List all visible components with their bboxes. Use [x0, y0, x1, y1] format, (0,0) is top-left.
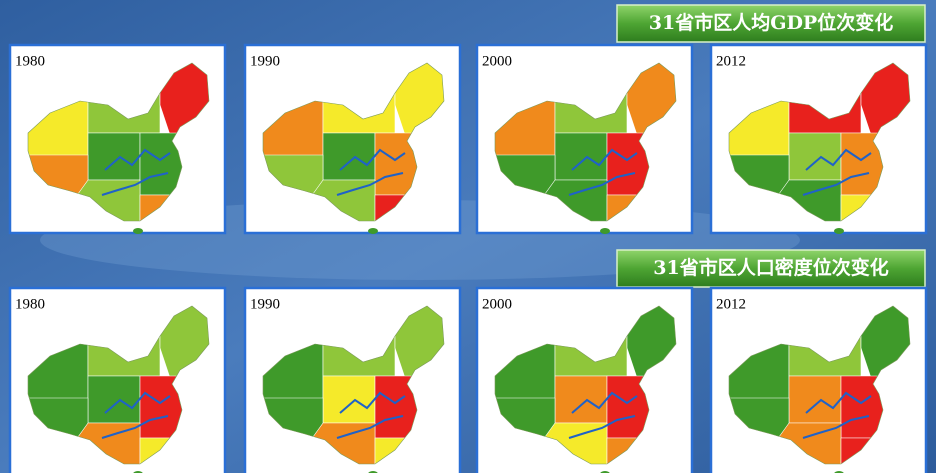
- map-panel: 2000: [475, 286, 694, 473]
- river: [805, 391, 872, 414]
- river: [568, 172, 636, 196]
- year-label: 1980: [15, 296, 45, 312]
- year-label: 2012: [716, 53, 746, 69]
- year-label: 2000: [482, 53, 512, 69]
- river: [805, 148, 872, 171]
- section-title: 31省市区人口密度位次变化: [653, 256, 888, 279]
- river: [336, 415, 404, 439]
- density-section: 31省市区人口密度位次变化 1980 1990 2000 2012: [8, 249, 928, 473]
- province-region: [87, 132, 141, 181]
- river: [802, 415, 870, 439]
- map-panel: 1990: [243, 286, 462, 473]
- gdp-section: 31省市区人均GDP位次变化 1980 1990 2000 2012: [8, 4, 928, 235]
- island: [600, 228, 610, 234]
- river: [336, 172, 404, 196]
- map-panel: 2000: [475, 43, 694, 235]
- year-label: 1980: [15, 53, 45, 69]
- map-outline: [494, 62, 677, 222]
- year-label: 1990: [250, 53, 280, 69]
- river: [571, 148, 638, 171]
- river: [101, 415, 169, 439]
- year-label: 1990: [250, 296, 280, 312]
- province-region: [554, 132, 608, 181]
- map-outline: [728, 62, 911, 222]
- island: [133, 228, 143, 234]
- river: [104, 391, 171, 414]
- province-region: [788, 132, 842, 181]
- river: [802, 172, 870, 196]
- river: [339, 148, 406, 171]
- province-region: [87, 375, 141, 424]
- island: [368, 228, 378, 234]
- map-panel: 1990: [243, 43, 462, 235]
- map-outline: [262, 62, 445, 222]
- river: [568, 415, 636, 439]
- map-outline: [27, 305, 210, 465]
- year-label: 2012: [716, 296, 746, 312]
- map-outline: [728, 305, 911, 465]
- river: [571, 391, 638, 414]
- year-label: 2000: [482, 296, 512, 312]
- province-region: [554, 375, 608, 424]
- section-title: 31省市区人均GDP位次变化: [649, 11, 893, 34]
- map-panel: 2012: [709, 43, 928, 235]
- island: [834, 228, 844, 234]
- map-outline: [27, 62, 210, 222]
- map-panel: 2012: [709, 286, 928, 473]
- map-panel: 1980: [8, 43, 227, 235]
- river: [104, 148, 171, 171]
- river: [339, 391, 406, 414]
- map-panel: 1980: [8, 286, 227, 473]
- map-outline: [494, 305, 677, 465]
- province-region: [322, 375, 376, 424]
- map-outline: [262, 305, 445, 465]
- title-box: [616, 4, 926, 43]
- river: [101, 172, 169, 196]
- title-box: [616, 249, 926, 288]
- province-region: [322, 132, 376, 181]
- province-region: [788, 375, 842, 424]
